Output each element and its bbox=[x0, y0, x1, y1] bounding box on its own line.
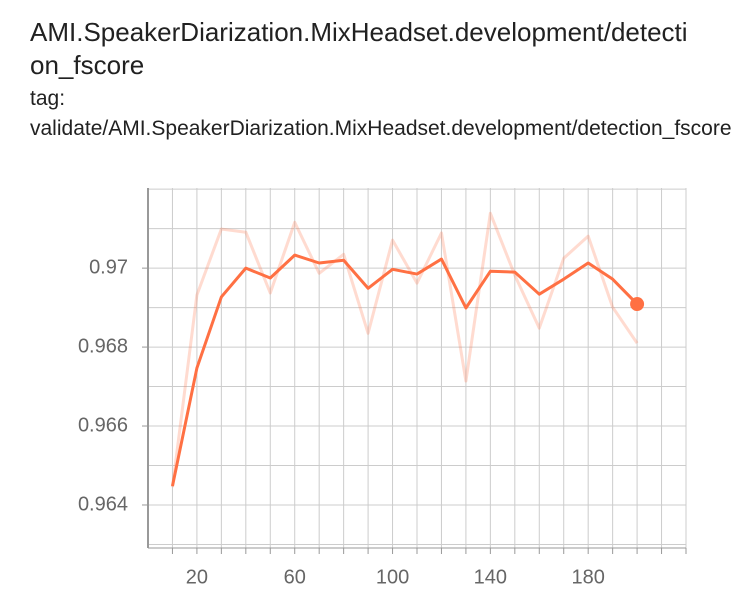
y-tick-label: 0.968 bbox=[78, 335, 128, 357]
x-tick-label: 60 bbox=[284, 566, 306, 588]
chart-title: AMI.SpeakerDiarization.MixHeadset.develo… bbox=[30, 17, 688, 80]
x-tick-label: 100 bbox=[376, 566, 409, 588]
x-tick-label: 180 bbox=[571, 566, 604, 588]
series-line bbox=[170, 211, 639, 488]
series-line bbox=[170, 253, 639, 487]
x-tick-label: 140 bbox=[474, 566, 507, 588]
y-tick-label: 0.966 bbox=[78, 414, 128, 436]
x-tick-label: 20 bbox=[186, 566, 208, 588]
y-tick-label: 0.964 bbox=[78, 493, 128, 515]
end-marker bbox=[630, 297, 645, 312]
chart-tag: tag: validate/AMI.SpeakerDiarization.Mix… bbox=[30, 87, 732, 140]
y-tick-label: 0.97 bbox=[89, 256, 128, 278]
